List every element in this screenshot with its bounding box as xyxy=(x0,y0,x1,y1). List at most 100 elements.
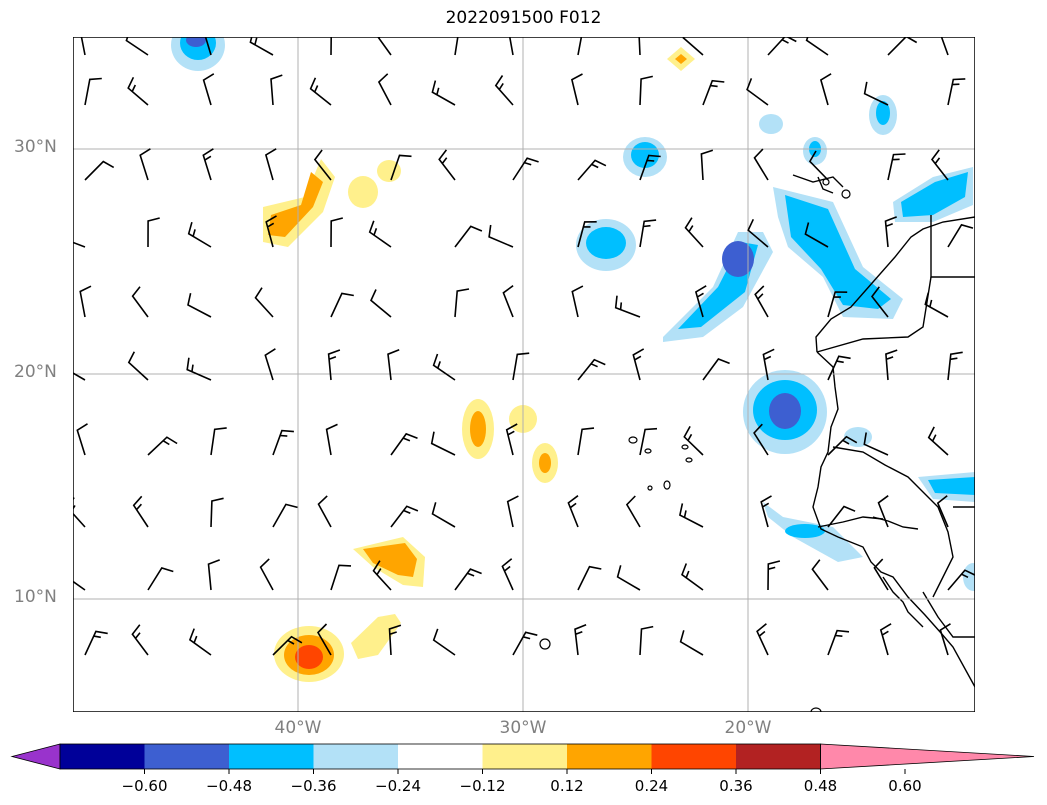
wind-barb xyxy=(270,74,283,106)
wind-barb xyxy=(567,495,579,528)
wind-barb xyxy=(210,427,227,456)
wind-barb xyxy=(454,288,470,318)
wind-barb xyxy=(936,495,949,528)
wind-barb xyxy=(767,560,781,591)
wind-barb xyxy=(577,358,606,381)
gridlines xyxy=(73,37,975,712)
wind-barb xyxy=(683,426,704,456)
colorbar-segment xyxy=(736,744,821,769)
wind-barb xyxy=(390,505,419,528)
wind-barb xyxy=(432,353,456,381)
wind-barb xyxy=(265,215,277,248)
wind-barb xyxy=(614,295,641,318)
wind-barb xyxy=(432,628,456,656)
wind-barb xyxy=(430,431,456,456)
wind-barb xyxy=(73,241,86,248)
wind-barb xyxy=(819,73,832,106)
colorbar-segment xyxy=(482,744,568,769)
wind-barb xyxy=(879,623,892,656)
wind-barb xyxy=(264,348,276,381)
wind-barb xyxy=(639,154,661,181)
colorbar-segment xyxy=(567,744,652,769)
colorbar-segment xyxy=(144,744,230,769)
wind-barb xyxy=(494,75,514,106)
wind-barb xyxy=(571,285,584,318)
colorbar-segment xyxy=(229,744,314,769)
wind-barb xyxy=(681,563,704,591)
wind-barb xyxy=(330,564,352,591)
wind-barbs xyxy=(73,37,975,656)
wind-barb xyxy=(577,159,607,181)
wind-barb xyxy=(377,37,392,56)
wind-barb xyxy=(939,623,951,656)
wind-barb xyxy=(368,220,392,248)
colorbar-tick-label: 0.12 xyxy=(550,777,583,795)
lat-label-20n: 20°N xyxy=(14,362,57,382)
wind-barb xyxy=(702,79,725,106)
wind-barb xyxy=(508,37,514,56)
wind-barb xyxy=(388,624,402,656)
map-title: 2022091500 F012 xyxy=(445,8,602,28)
wind-barb xyxy=(204,37,212,56)
wind-barb xyxy=(186,357,212,381)
wind-barb xyxy=(639,427,658,456)
wind-barb xyxy=(747,218,769,248)
wind-barb xyxy=(187,221,212,248)
wind-barb xyxy=(132,495,149,528)
wind-barb xyxy=(431,80,456,106)
colorbar-segment xyxy=(60,744,145,769)
colorbar-tick-label: 0.48 xyxy=(804,777,837,795)
wind-barb xyxy=(501,558,514,591)
wind-barb xyxy=(804,222,829,248)
wind-barb xyxy=(202,148,214,181)
colorbar: −0.60 −0.48 −0.36 −0.24 −0.12 0.12 0.24 0.36 0.4… xyxy=(10,743,1035,795)
wind-barb xyxy=(187,293,212,318)
islands xyxy=(539,178,851,712)
wind-barb xyxy=(746,78,769,106)
wind-barb xyxy=(570,73,583,106)
wind-barb xyxy=(625,495,641,528)
wind-barb xyxy=(827,355,851,381)
colorbar-tick-label: 0.36 xyxy=(719,777,752,795)
wind-barb xyxy=(577,221,597,248)
wind-barb xyxy=(682,37,704,56)
wind-barb xyxy=(272,429,294,456)
wind-barb xyxy=(702,358,730,381)
wind-barb xyxy=(679,630,704,656)
wind-barb xyxy=(639,219,657,248)
wind-barb xyxy=(632,348,645,381)
wind-barb xyxy=(684,217,704,248)
wind-barb xyxy=(127,76,149,106)
wind-barb xyxy=(127,351,149,381)
wind-barb xyxy=(84,77,102,106)
contour-fills xyxy=(171,37,975,682)
lon-label-20w: 20°W xyxy=(724,718,772,738)
wind-barb xyxy=(387,349,400,381)
wind-barb xyxy=(73,580,86,591)
wind-barb xyxy=(639,75,653,106)
colorbar-tick-label: −0.36 xyxy=(291,777,337,795)
lon-label-30w: 30°W xyxy=(499,718,547,738)
wind-barb xyxy=(272,635,303,656)
wind-barb xyxy=(505,423,518,456)
wind-barb xyxy=(147,217,160,248)
wind-barb xyxy=(762,348,775,381)
wind-barb xyxy=(438,149,456,181)
wind-barb xyxy=(753,148,769,181)
wind-barb xyxy=(454,568,482,591)
wind-barb xyxy=(577,565,602,591)
wind-barb xyxy=(249,37,274,56)
wind-barb xyxy=(947,223,974,248)
colorbar-tick-label: −0.24 xyxy=(375,777,421,795)
wind-barb xyxy=(131,286,149,318)
wind-barb xyxy=(512,157,539,181)
wind-barb xyxy=(264,148,277,181)
wind-barb xyxy=(188,628,212,656)
wind-barb xyxy=(947,351,963,381)
wind-barb xyxy=(390,432,418,456)
wind-barb xyxy=(639,625,654,656)
wind-barb xyxy=(808,150,829,181)
wind-barb xyxy=(756,623,769,656)
wind-barb xyxy=(760,495,772,528)
colorbar-tick-label: −0.12 xyxy=(460,777,506,795)
